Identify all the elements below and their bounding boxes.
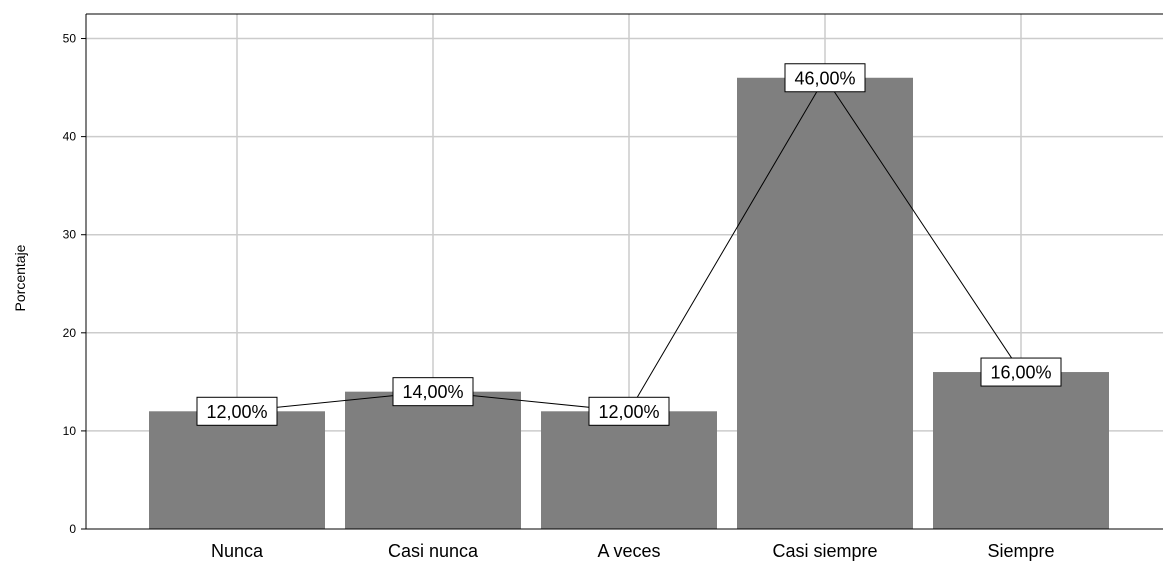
y-tick-label: 10 — [63, 424, 77, 438]
bar-casi-siempre — [737, 77, 913, 529]
data-label: 14,00% — [392, 377, 474, 407]
x-tick-label: Nunca — [211, 541, 264, 561]
x-tick-label: Casi siempre — [772, 541, 877, 561]
x-axis-labels: Nunca Casi nunca A veces Casi siempre Siempr… — [211, 541, 1055, 561]
bar-casi-nunca — [345, 391, 521, 529]
y-tick-label: 20 — [63, 326, 77, 340]
data-label-box — [392, 377, 474, 407]
y-tick-label: 50 — [63, 32, 77, 46]
x-tick-label: Casi nunca — [388, 541, 479, 561]
data-label: 12,00% — [196, 396, 278, 426]
y-tick-label: 30 — [63, 228, 77, 242]
data-label: 46,00% — [784, 63, 866, 93]
bar-siempre — [933, 372, 1109, 529]
y-tick-label: 40 — [63, 130, 77, 144]
data-label-text: 16,00% — [990, 363, 1051, 383]
bar-a-veces — [541, 411, 717, 529]
bar-nunca — [149, 411, 325, 529]
x-tick-label: Siempre — [987, 541, 1054, 561]
axes — [85, 13, 1163, 530]
data-label-text: 46,00% — [794, 68, 855, 88]
data-label-text: 12,00% — [206, 402, 267, 422]
data-label-box — [196, 396, 278, 426]
x-tick-label: A veces — [597, 541, 660, 561]
y-axis-ticks: 0 10 20 30 40 50 — [63, 32, 86, 536]
data-label-box — [784, 63, 866, 93]
y-axis-title: Porcentaje — [12, 244, 28, 311]
data-labels: 12,00% 14,00% 12,00% 46,00% 16,00% — [196, 63, 1062, 426]
data-label-text: 12,00% — [598, 402, 659, 422]
data-label-box — [588, 396, 670, 426]
data-label-box — [980, 357, 1062, 387]
data-label-text: 14,00% — [402, 382, 463, 402]
y-tick-label: 0 — [69, 522, 76, 536]
bar-series — [149, 77, 1109, 529]
data-label: 16,00% — [980, 357, 1062, 387]
data-label: 12,00% — [588, 396, 670, 426]
